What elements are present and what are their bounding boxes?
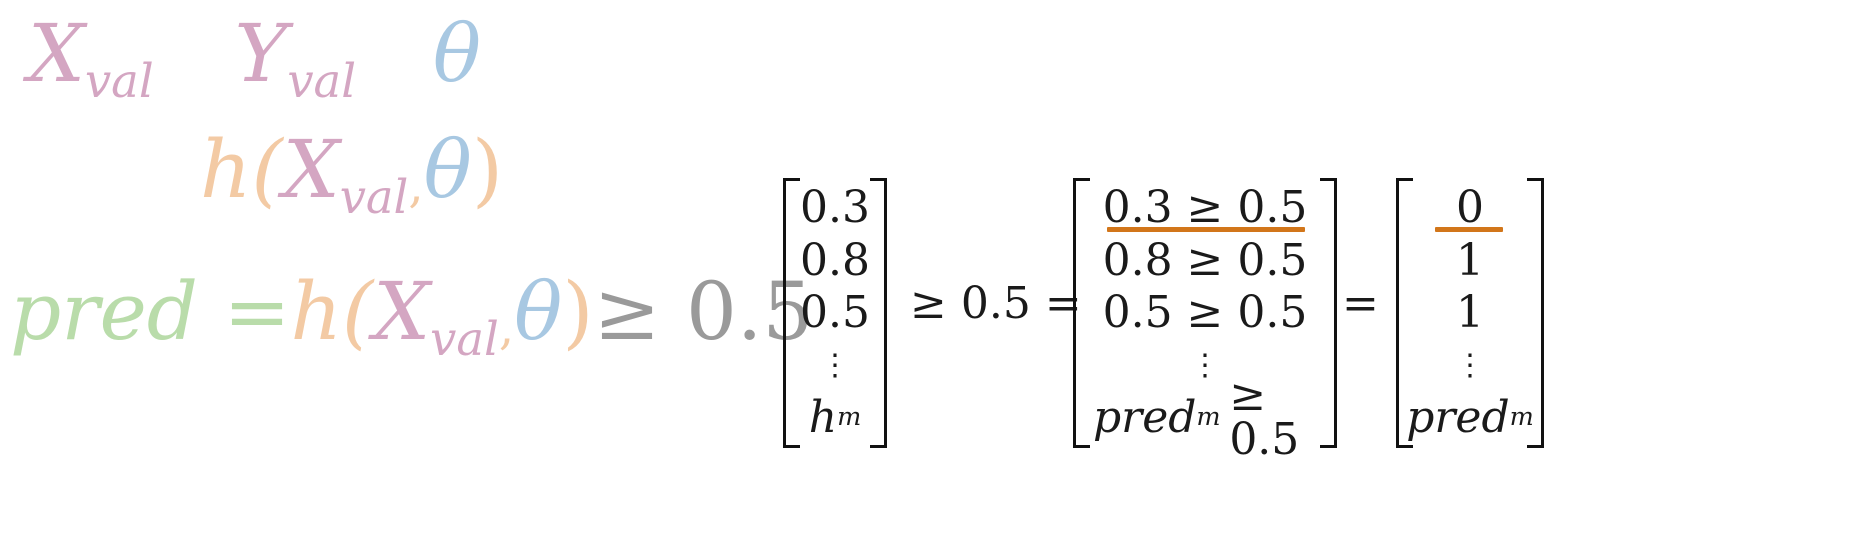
close-paren: ) xyxy=(562,265,594,358)
prediction-entry: 0 xyxy=(1456,182,1484,233)
highlight-underline xyxy=(1107,227,1305,232)
vector-entry: 0.3 xyxy=(800,182,870,233)
x-symbol: X xyxy=(28,7,85,100)
theta-symbol: θ xyxy=(423,123,472,216)
left-bracket xyxy=(783,178,800,448)
left-bracket xyxy=(1073,178,1090,448)
x-subscript: val xyxy=(84,54,154,109)
comparison-vector: 0.3 ≥ 0.5 0.8 ≥ 0.5 0.5 ≥ 0.5 ⋮ pred m ≥ 0… xyxy=(1073,178,1337,465)
prediction-vector: 0 1 1 ⋮ pred m xyxy=(1396,178,1544,448)
left-bracket xyxy=(1396,178,1413,448)
h-function: h( xyxy=(200,123,283,216)
comma: , xyxy=(498,299,515,356)
prediction-expression: pred =h(Xval,θ)≥ 0.5 xyxy=(10,272,813,363)
comma: , xyxy=(408,157,424,214)
y-symbol: Y xyxy=(234,7,288,100)
vertical-dots: ⋮ xyxy=(820,347,850,383)
comparison-entry: 0.5 ≥ 0.5 xyxy=(1102,287,1308,338)
comparison-entry: 0.8 ≥ 0.5 xyxy=(1102,234,1308,286)
vertical-dots: ⋮ xyxy=(1190,347,1220,383)
y-subscript: val xyxy=(287,54,357,109)
comparison-entry: 0.3 ≥ 0.5 xyxy=(1102,182,1308,233)
x-symbol: X xyxy=(373,265,431,358)
highlight-underline xyxy=(1435,227,1503,232)
prediction-entry: 1 xyxy=(1456,287,1484,338)
pred-symbol: pred xyxy=(10,265,199,358)
equals-sign: = xyxy=(1342,278,1379,329)
val-variables: Xval Yval θ xyxy=(28,14,481,105)
h-function: h( xyxy=(290,265,374,358)
vertical-dots: ⋮ xyxy=(1455,347,1485,383)
prediction-entry-last: pred m xyxy=(1406,392,1534,443)
hypothesis-expression: h(Xval,θ) xyxy=(200,130,503,221)
theta-symbol: θ xyxy=(432,7,482,100)
threshold: ≥ 0.5 xyxy=(593,265,814,358)
vector-entry: 0.5 xyxy=(800,287,870,338)
x-subscript: val xyxy=(339,170,409,225)
x-subscript: val xyxy=(430,312,499,367)
theta-symbol: θ xyxy=(514,265,563,358)
right-bracket xyxy=(1320,178,1337,448)
right-bracket xyxy=(870,178,887,448)
x-symbol: X xyxy=(282,123,340,216)
vector-entry: 0.8 xyxy=(800,234,870,286)
threshold-comparison-operator: ≥ 0.5 = xyxy=(910,278,1082,329)
close-paren: ) xyxy=(471,123,504,216)
right-bracket xyxy=(1527,178,1544,448)
equals-sign: = xyxy=(223,265,291,358)
prediction-entry: 1 xyxy=(1456,234,1484,286)
comparison-entry-last: pred m ≥ 0.5 xyxy=(1093,370,1300,465)
